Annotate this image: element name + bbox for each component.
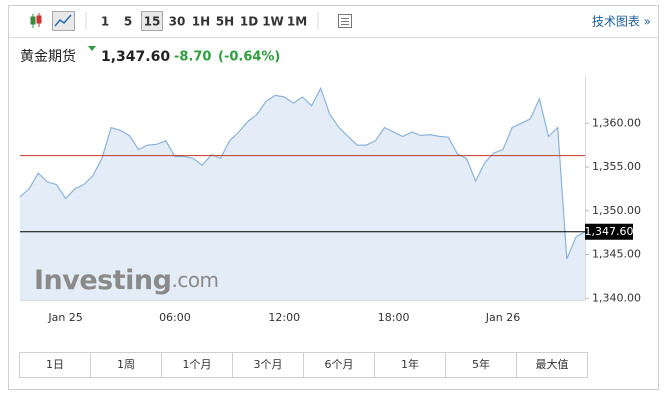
- interval-button[interactable]: 1D: [240, 15, 258, 29]
- area-fill: [20, 88, 585, 300]
- interval-button[interactable]: 30: [169, 15, 186, 29]
- down-arrow: [88, 46, 96, 51]
- interval-button[interactable]: 1H: [192, 15, 210, 29]
- interval-button[interactable]: 5: [124, 15, 132, 29]
- price-change-pct: (-0.64%): [218, 50, 280, 65]
- watermark-suffix: .com: [171, 268, 218, 292]
- range-button[interactable]: 5年: [472, 357, 490, 371]
- y-tick-label: 1,355.00: [592, 160, 641, 173]
- watermark: Investing.com: [34, 265, 219, 296]
- y-tick-label: 1,350.00: [592, 204, 641, 217]
- indicator-icon[interactable]: [338, 14, 352, 28]
- line-icon[interactable]: [52, 11, 75, 31]
- range-button[interactable]: 6个月: [325, 358, 354, 371]
- last-price: 1,347.60: [101, 49, 170, 65]
- x-tick-label: Jan 26: [485, 311, 520, 324]
- interval-button[interactable]: 1M: [287, 15, 307, 29]
- y-tick-label: 1,345.00: [592, 248, 641, 261]
- range-button[interactable]: 最大值: [536, 357, 569, 371]
- watermark-brand: Investing: [34, 265, 171, 296]
- price-line: [19, 86, 586, 260]
- range-button[interactable]: 3个月: [254, 358, 283, 371]
- y-tick-label: 1,360.00: [592, 116, 641, 129]
- tech-chart-link[interactable]: 技术图表 »: [592, 15, 651, 29]
- interval-selected: [141, 11, 163, 31]
- instrument-name: 黄金期货: [20, 48, 76, 65]
- range-button[interactable]: 1个月: [183, 358, 212, 371]
- y-tick-label: 1,340.00: [592, 291, 641, 304]
- interval-button[interactable]: 1W: [262, 15, 284, 29]
- last-price-box: [585, 223, 633, 240]
- range-button[interactable]: 1年: [401, 357, 419, 371]
- price-change: -8.70: [174, 50, 211, 65]
- x-tick-label: 06:00: [159, 311, 191, 324]
- interval-button[interactable]: 5H: [216, 15, 234, 29]
- candle-icon[interactable]: [30, 13, 42, 28]
- last-price-label: 1,347.60: [585, 225, 634, 238]
- x-tick-label: 18:00: [378, 311, 410, 324]
- interval-button[interactable]: 15: [144, 15, 161, 29]
- interval-button[interactable]: 1: [101, 15, 109, 29]
- x-tick-label: Jan 25: [47, 311, 82, 324]
- range-button[interactable]: 1周: [117, 358, 135, 371]
- range-button[interactable]: 1日: [46, 358, 64, 371]
- x-tick-label: 12:00: [268, 311, 300, 324]
